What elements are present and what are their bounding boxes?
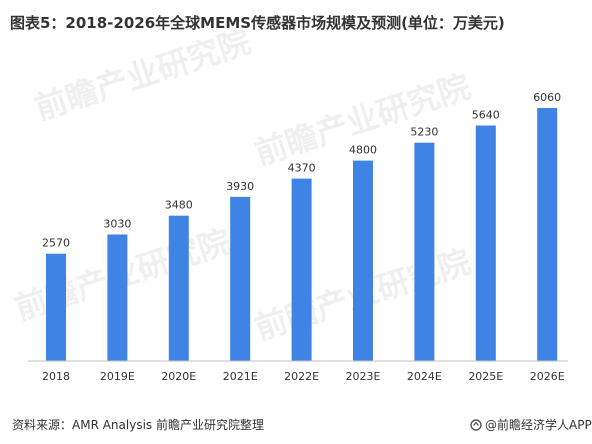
- value-label-2026E: 6060: [533, 91, 561, 104]
- value-label-2020E: 3480: [165, 199, 193, 212]
- chart-title: 图表5：2018-2026年全球MEMS传感器市场规模及预测(单位：万美元): [10, 14, 505, 32]
- bar-2026E: [537, 108, 558, 361]
- x-tick-label-2019E: 2019E: [100, 370, 135, 383]
- value-label-2021E: 3930: [226, 180, 254, 193]
- value-label-2025E: 5640: [472, 109, 500, 122]
- brand-label: @前瞻经济学人APP: [485, 418, 592, 432]
- value-labels-group: 2570 3030 3480 3930 4370 4800 5230 5640 6060: [42, 91, 561, 250]
- bar-2022E: [291, 178, 312, 361]
- value-label-2022E: 4370: [288, 162, 316, 175]
- x-tick-label-2024E: 2024E: [407, 370, 442, 383]
- x-tick-label-2018: 2018: [42, 370, 70, 383]
- bar-2025E: [475, 125, 496, 361]
- x-tick-labels-group: 2018 2019E 2020E 2021E 2022E 2023E 2024E 2025E 2…: [42, 370, 565, 383]
- x-tick-label-2022E: 2022E: [284, 370, 319, 383]
- brand-logo-icon: [470, 418, 482, 431]
- x-tick-label-2021E: 2021E: [223, 370, 258, 383]
- source-note: 资料来源：AMR Analysis 前瞻产业研究院整理: [12, 418, 264, 432]
- bar-2019E: [107, 234, 128, 361]
- x-tick-label-2025E: 2025E: [468, 370, 503, 383]
- x-tick-label-2023E: 2023E: [346, 370, 381, 383]
- value-label-2019E: 3030: [103, 218, 131, 231]
- bar-2021E: [230, 196, 251, 361]
- bar-2020E: [168, 215, 189, 361]
- x-tick-label-2026E: 2026E: [530, 370, 565, 383]
- value-label-2024E: 5230: [410, 126, 438, 139]
- x-tick-label-2020E: 2020E: [161, 370, 196, 383]
- bar-2024E: [414, 142, 435, 361]
- value-label-2018: 2570: [42, 237, 70, 250]
- bar-2023E: [353, 160, 373, 361]
- brand-credit: @前瞻经济学人APP: [470, 416, 592, 433]
- bars-group: [46, 108, 558, 361]
- value-label-2023E: 4800: [349, 144, 377, 157]
- bar-2018: [46, 253, 66, 361]
